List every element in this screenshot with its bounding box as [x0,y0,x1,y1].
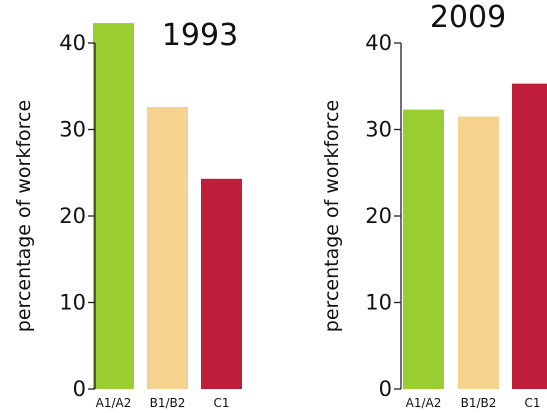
bar-a1-a2 [403,109,444,389]
y-axis-label: percentage of workforce [321,100,343,332]
y-tick-label: 30 [59,118,86,142]
y-tick-label: 30 [365,118,392,142]
bar-b1-b2 [147,107,188,389]
bar-a1-a2 [93,23,134,389]
chart-panel-2009: 0 10 20 30 40 percentage of workforce A1/A2 B1/… [321,0,547,410]
chart-panel-1993: 0 10 20 30 40 percentage of workforce A1/A2 B1/… [13,18,242,410]
bar-b1-b2 [458,116,499,390]
y-axis-label: percentage of workforce [13,100,35,332]
x-tick-label: C1 [524,396,540,410]
bar-c1 [512,83,547,389]
y-tick-label: 40 [365,31,392,55]
chart-title: 1993 [162,18,238,53]
y-tick-label: 0 [73,377,86,401]
y-tick-label: 40 [59,31,86,55]
y-tick-label: 20 [365,204,392,228]
x-tick-label: A1/A2 [406,396,442,410]
bar-c1 [201,178,242,389]
y-tick-label: 10 [59,291,86,315]
chart-title: 2009 [430,0,506,35]
y-tick-label: 0 [379,377,392,401]
x-tick-label: B1/B2 [461,396,497,410]
x-tick-label: A1/A2 [96,396,132,410]
x-tick-label: C1 [213,396,229,410]
y-tick-label: 10 [365,291,392,315]
x-tick-label: B1/B2 [150,396,186,410]
y-tick-label: 20 [59,204,86,228]
